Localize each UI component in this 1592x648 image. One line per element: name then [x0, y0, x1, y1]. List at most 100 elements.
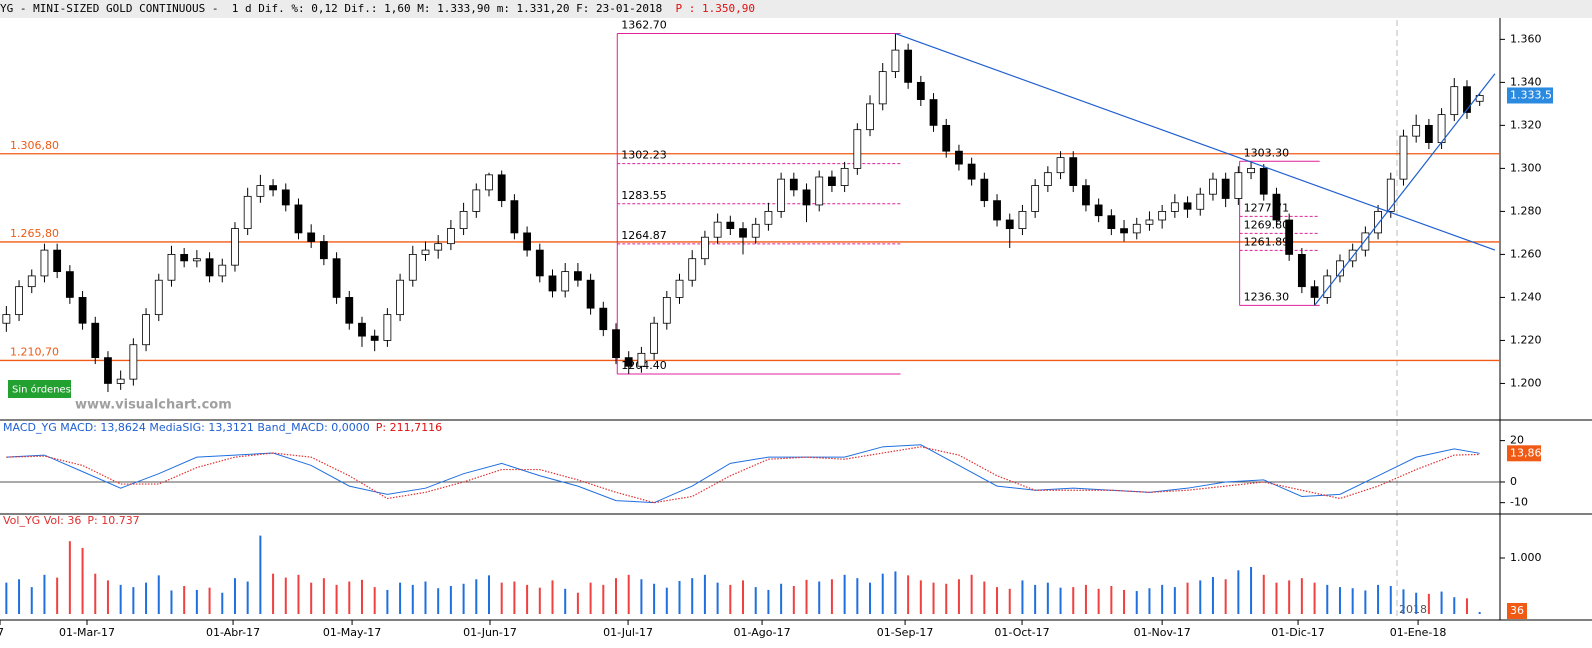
volume-bar	[1059, 587, 1062, 614]
volume-bar	[1300, 578, 1303, 614]
volume-bar	[729, 584, 732, 614]
candle-body	[2, 314, 11, 324]
candle-body	[1412, 124, 1421, 137]
volume-bar	[653, 583, 656, 614]
volume-bar	[919, 580, 922, 614]
candle-body	[281, 189, 290, 206]
candle-body	[713, 221, 722, 238]
candle-body	[1069, 157, 1078, 186]
volume-bar	[627, 574, 630, 614]
trendline	[1314, 73, 1496, 306]
last-value-box	[1507, 445, 1541, 462]
volume-bar	[869, 582, 872, 614]
candle-body	[1031, 185, 1040, 212]
volume-bar	[487, 575, 490, 614]
candle-body	[866, 103, 874, 131]
volume-bar	[792, 586, 795, 614]
candle-body	[1170, 202, 1179, 212]
candle-body	[1259, 167, 1268, 195]
candle-body	[434, 243, 443, 251]
volume-bar	[983, 581, 986, 614]
volume-bar	[1173, 587, 1176, 614]
candle-body	[1463, 86, 1471, 113]
last-value-label: 13,86	[1510, 446, 1542, 459]
legend-text: Vol_YG Vol: 36	[3, 514, 81, 527]
volume-bar	[1034, 584, 1037, 614]
macd-line	[6, 444, 1480, 504]
candle-body	[967, 163, 976, 180]
volume-bar	[970, 574, 973, 614]
volume-bar	[94, 573, 97, 614]
fib-label: 1283.55	[621, 189, 667, 202]
x-tick-label: 7	[0, 626, 4, 639]
volume-bar	[907, 575, 910, 614]
candle-body	[510, 200, 519, 234]
volume-bar	[932, 582, 935, 614]
fib-label: 1302.23	[621, 149, 667, 162]
candle-body	[497, 174, 506, 202]
volume-bar	[56, 577, 59, 614]
last-price-label: 1.333,5	[1510, 88, 1552, 101]
candle-body	[396, 279, 404, 316]
volume-bar	[18, 579, 21, 614]
volume-bar	[500, 582, 503, 614]
candle-body	[891, 49, 900, 73]
candle-body	[955, 150, 963, 165]
candle-body	[446, 228, 455, 245]
candle-body	[751, 223, 760, 238]
volume-bar	[716, 582, 719, 614]
candle-body	[1094, 204, 1103, 217]
candle-body	[802, 189, 811, 206]
y-tick-label: -10	[1510, 496, 1528, 509]
candle-body	[688, 258, 697, 281]
volume-bar	[233, 578, 236, 614]
volume-bar	[1046, 582, 1049, 614]
volume-bar	[43, 574, 46, 614]
level-label: 1.210,70	[10, 345, 59, 358]
trendline	[895, 32, 1496, 251]
candle-body	[840, 167, 849, 186]
legend: MACD_YG MACD: 13,8624 MediaSIG: 13,3121 …	[3, 421, 442, 434]
volume-bar	[1237, 570, 1240, 614]
volume-bar	[157, 575, 160, 614]
volume-bar	[894, 571, 897, 614]
volume-bar	[1110, 586, 1113, 614]
candle-body	[1209, 178, 1217, 195]
candle-body	[472, 189, 481, 212]
volume-bar	[1161, 584, 1164, 614]
volume-bar	[284, 577, 287, 614]
y-tick-label: 1.360	[1510, 32, 1542, 45]
last-price-box	[1507, 87, 1553, 104]
volume-bar	[462, 583, 465, 614]
volume-bar	[386, 589, 389, 614]
y-tick-label: 1.280	[1510, 204, 1542, 217]
candle-body	[1107, 215, 1116, 230]
x-tick-label: 01-May-17	[323, 626, 381, 639]
candle-body	[269, 185, 277, 191]
candle-body	[180, 254, 189, 262]
volume-bar	[132, 587, 135, 614]
volume-bar	[856, 578, 859, 614]
volume-bar	[1351, 588, 1354, 614]
volume-bar	[1389, 586, 1392, 614]
volume-bar	[996, 587, 999, 614]
macd-line	[6, 446, 1480, 504]
x-tick-label: 01-Ago-17	[733, 626, 790, 639]
candle-body	[65, 271, 74, 298]
candle-body	[1272, 193, 1281, 221]
candle-body	[1120, 228, 1128, 234]
volume-bar	[1186, 582, 1189, 614]
candle-body	[53, 249, 62, 273]
candle-body	[904, 49, 913, 83]
candle-body	[1450, 86, 1459, 116]
volume-bar	[1364, 590, 1367, 614]
candle-body	[789, 178, 798, 191]
candle-body	[1399, 135, 1408, 180]
candle-body	[586, 279, 595, 309]
volume-bar	[246, 581, 249, 614]
candle-body	[701, 236, 709, 260]
candle-body	[561, 271, 570, 292]
legend-p: P: 10.737	[87, 514, 139, 527]
volume-bar	[957, 579, 960, 614]
